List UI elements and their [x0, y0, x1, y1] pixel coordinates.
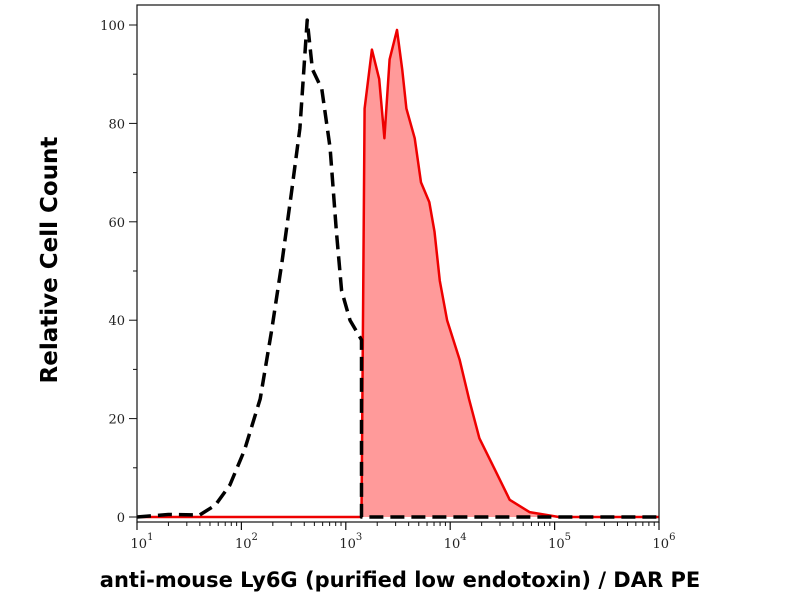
x-tick-label: 101 [131, 532, 154, 552]
x-axis-title: anti-mouse Ly6G (purified low endotoxin)… [99, 568, 701, 592]
plot-frame [136, 4, 660, 523]
y-tick-label: 60 [108, 216, 125, 231]
stained-histogram-line [137, 28, 659, 519]
x-tick-label: 106 [653, 532, 676, 552]
y-tick-label: 100 [100, 19, 125, 34]
y-axis-title: Relative Cell Count [37, 136, 63, 384]
y-tick-label: 80 [108, 117, 125, 132]
y-tick-label: 20 [108, 413, 125, 428]
x-tick-label: 104 [444, 532, 467, 552]
x-tick-label: 105 [548, 532, 571, 552]
stained-histogram-fill [137, 29, 659, 518]
x-tick-label: 103 [339, 532, 362, 552]
x-tick-label: 102 [235, 532, 258, 552]
y-tick-label: 40 [108, 314, 125, 329]
y-tick-label: 0 [117, 511, 125, 526]
